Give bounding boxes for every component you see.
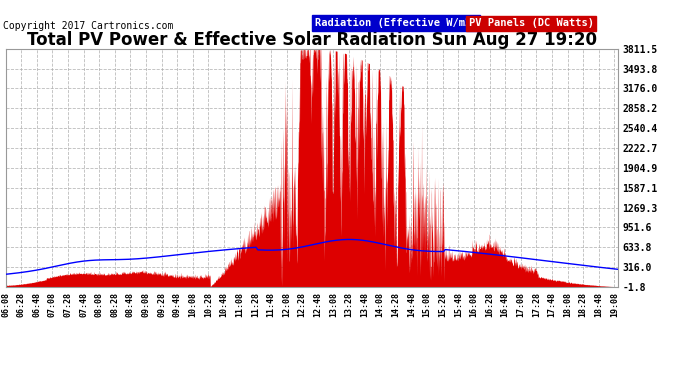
Text: Radiation (Effective W/m2): Radiation (Effective W/m2) <box>315 18 477 28</box>
Title: Total PV Power & Effective Solar Radiation Sun Aug 27 19:20: Total PV Power & Effective Solar Radiati… <box>26 31 597 49</box>
Text: PV Panels (DC Watts): PV Panels (DC Watts) <box>469 18 594 28</box>
Text: Copyright 2017 Cartronics.com: Copyright 2017 Cartronics.com <box>3 21 174 31</box>
